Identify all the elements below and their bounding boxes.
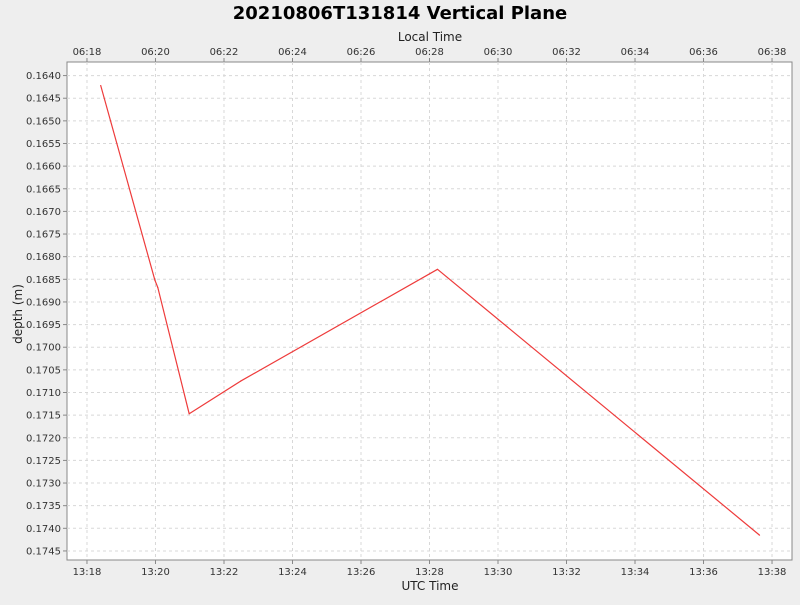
y-tick-label: 0.1690 [26,297,61,308]
x-tick-label: 13:18 [73,567,102,578]
x-tick-label: 13:22 [210,567,239,578]
data-point [154,279,156,281]
top-tick-label: 06:34 [621,47,650,58]
y-tick-label: 0.1700 [26,343,61,354]
series-layer [100,84,761,536]
y-tick-label: 0.1740 [26,524,61,535]
x-tick-label: 13:20 [141,567,170,578]
y-tick-label: 0.1640 [26,71,61,82]
y-tick-label: 0.1745 [26,546,61,557]
x-tick-label: 13:34 [621,567,650,578]
data-point [436,268,439,270]
top-tick-label: 06:32 [552,47,581,58]
top-tick-label: 06:38 [758,47,787,58]
top-tick-label: 06:18 [73,47,102,58]
y-tick-label: 0.1670 [26,207,61,218]
y-tick-label: 0.1680 [26,252,61,263]
x-tick-label: 13:26 [347,567,376,578]
data-point [100,84,102,87]
x-tick-label: 13:36 [689,567,718,578]
y-tick-label: 0.1725 [26,456,61,467]
top-tick-label: 06:36 [689,47,718,58]
x-tick-label: 13:24 [278,567,307,578]
y-tick-label: 0.1685 [26,275,61,286]
x-axis-label: UTC Time [402,579,459,593]
top-tick-label: 06:26 [347,47,376,58]
y-axis-label: depth (m) [11,284,25,344]
axis-layer: 13:18 06:18 13:20 06:20 13:22 06:22 13:24 06:24… [26,47,786,578]
chart-title: 20210806T131814 Vertical Plane [233,3,567,24]
grid-layer [67,62,792,560]
top-axis-label: Local Time [398,30,462,44]
y-tick-label: 0.1735 [26,501,61,512]
y-tick-label: 0.1655 [26,139,61,150]
y-tick-label: 0.1675 [26,230,61,241]
top-tick-label: 06:24 [278,47,307,58]
top-tick-label: 06:22 [210,47,239,58]
data-point [157,286,159,289]
x-tick-label: 13:28 [415,567,444,578]
x-tick-label: 13:38 [758,567,787,578]
y-tick-label: 0.1660 [26,162,61,173]
data-point [758,534,761,536]
y-tick-label: 0.1730 [26,479,61,490]
top-tick-label: 06:28 [415,47,444,58]
x-tick-label: 13:30 [484,567,513,578]
y-tick-label: 0.1645 [26,94,61,105]
x-tick-label: 13:32 [552,567,581,578]
y-tick-label: 0.1705 [26,365,61,376]
y-tick-label: 0.1715 [26,411,61,422]
y-tick-label: 0.1720 [26,433,61,444]
y-tick-label: 0.1695 [26,320,61,331]
data-point [239,380,242,382]
y-tick-label: 0.1665 [26,184,61,195]
data-point [188,413,190,415]
top-tick-label: 06:30 [484,47,513,58]
y-tick-label: 0.1650 [26,116,61,127]
top-tick-label: 06:20 [141,47,170,58]
y-tick-label: 0.1710 [26,388,61,399]
